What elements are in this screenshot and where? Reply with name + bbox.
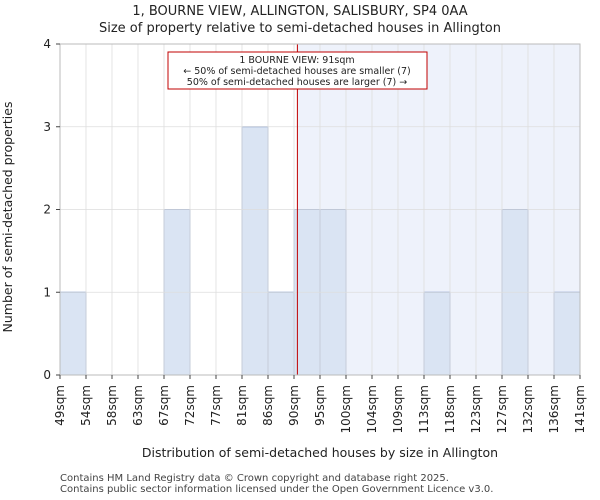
x-tick-label: 81sqm — [235, 385, 249, 426]
bar-49sqm — [59, 291, 87, 376]
annotation-line-1: 1 BOURNE VIEW: 91sqm — [239, 55, 354, 66]
footer: Contains HM Land Registry data © Crown c… — [60, 473, 493, 495]
bar-86sqm — [267, 291, 295, 376]
x-tick-label: 67sqm — [157, 385, 171, 426]
footer-line-1: Contains HM Land Registry data © Crown c… — [60, 473, 449, 484]
property-annotation: 1 BOURNE VIEW: 91sqm ← 50% of semi-detac… — [167, 51, 428, 90]
x-tick-label: 104sqm — [365, 385, 379, 433]
x-axis-title: Distribution of semi-detached houses by … — [142, 445, 498, 460]
title-address: 1, BOURNE VIEW, ALLINGTON, SALISBURY, SP… — [132, 4, 468, 19]
x-tick-label: 58sqm — [105, 385, 119, 426]
x-tick-label: 100sqm — [339, 385, 353, 433]
annotation-box — [167, 51, 428, 90]
bar-81sqm — [241, 126, 269, 376]
y-tick-label: 2 — [43, 203, 51, 217]
x-tick-label: 90sqm — [287, 385, 301, 426]
title-subtitle: Size of property relative to semi-detach… — [98, 21, 502, 36]
y-tick-label: 3 — [43, 120, 51, 134]
x-tick-label: 109sqm — [391, 385, 405, 433]
x-tick-label: 141sqm — [573, 385, 587, 433]
x-tick-label: 54sqm — [79, 385, 93, 426]
x-tick-label: 118sqm — [443, 385, 457, 433]
x-tick-label: 113sqm — [417, 385, 431, 433]
x-tick-label: 95sqm — [313, 385, 327, 426]
x-tick-label: 86sqm — [261, 385, 275, 426]
annotation-line-3: 50% of semi-detached houses are larger (… — [187, 77, 407, 88]
y-tick-label: 1 — [43, 285, 51, 299]
x-tick-label: 63sqm — [131, 385, 145, 426]
y-tick-label: 4 — [43, 37, 51, 51]
x-tick-label: 123sqm — [469, 385, 483, 433]
x-tick-label: 132sqm — [521, 385, 535, 433]
x-tick-label: 77sqm — [209, 385, 223, 426]
y-tick-label: 0 — [43, 368, 51, 382]
chart-title: 1, BOURNE VIEW, ALLINGTON, SALISBURY, SP… — [0, 3, 600, 37]
x-tick-label: 49sqm — [53, 385, 67, 426]
annotation-line-2: ← 50% of semi-detached houses are smalle… — [183, 66, 411, 77]
bar-136sqm — [553, 291, 581, 376]
y-axis-title: Number of semi-detached properties — [0, 102, 15, 333]
x-tick-label: 72sqm — [183, 385, 197, 426]
x-tick-label: 136sqm — [547, 385, 561, 433]
footer-line-2: Contains public sector information licen… — [60, 484, 494, 495]
x-tick-label: 127sqm — [495, 385, 509, 433]
bar-113sqm — [423, 291, 451, 376]
